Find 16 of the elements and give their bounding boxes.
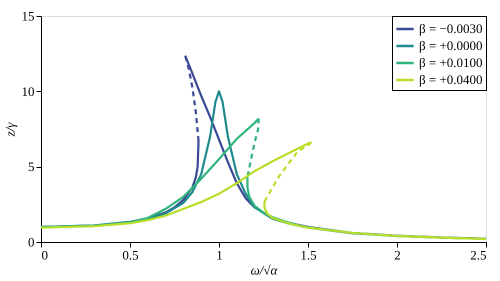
legend-label: β = +0.0400 [419,72,483,87]
legend-label: β = −0.0030 [419,21,483,36]
y-tick-label: 0 [28,234,34,250]
y-tick-label: 5 [28,159,34,174]
x-tick-label: 0.5 [122,248,139,262]
x-tick-label: 2 [394,248,401,262]
y-tick-label: 10 [22,84,34,99]
y-tick-label: 15 [22,8,34,24]
legend-label: β = +0.0000 [419,38,483,53]
legend-label: β = +0.0100 [419,55,483,70]
x-tick-label: 1 [216,248,223,262]
x-tick-label: 2.5 [470,248,486,262]
x-axis-title: ω/√α [250,262,279,278]
x-tick-label: 1.5 [300,248,317,262]
x-tick-label: 0 [42,248,48,262]
y-axis-title: z/γ [2,122,18,138]
